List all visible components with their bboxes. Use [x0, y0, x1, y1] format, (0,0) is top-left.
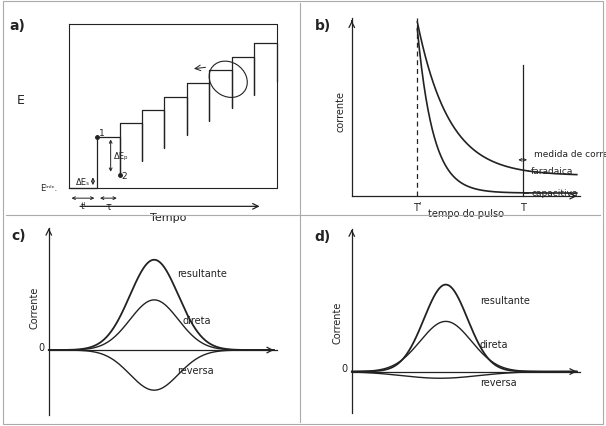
Text: reversa: reversa [177, 365, 213, 375]
Text: d): d) [315, 230, 331, 244]
Text: 2: 2 [121, 171, 127, 180]
Text: direta: direta [182, 315, 211, 325]
Text: E: E [16, 94, 24, 107]
Text: tᴵ: tᴵ [81, 202, 85, 211]
Text: T: T [520, 203, 525, 213]
Text: corrente: corrente [335, 90, 345, 131]
Text: Potencial: Potencial [139, 425, 187, 426]
Text: 0: 0 [38, 343, 44, 352]
Text: faradaica: faradaica [531, 166, 574, 175]
Text: resultante: resultante [480, 296, 530, 305]
Text: Corrente: Corrente [30, 286, 39, 328]
Text: ΔEₛ: ΔEₛ [76, 177, 90, 186]
Text: b): b) [315, 19, 331, 33]
Text: capacitiva: capacitiva [531, 189, 578, 198]
Text: Tʹ: Tʹ [413, 203, 422, 213]
Text: direta: direta [480, 339, 508, 349]
Text: Tempo: Tempo [150, 213, 187, 223]
Text: c): c) [12, 229, 27, 243]
Text: Corrente: Corrente [333, 300, 342, 343]
Text: ΔEₚ: ΔEₚ [113, 152, 128, 161]
Text: 1: 1 [99, 128, 104, 137]
Text: τ: τ [105, 202, 112, 212]
Text: resultante: resultante [177, 269, 227, 279]
Text: reversa: reversa [480, 377, 516, 387]
Text: a): a) [9, 19, 25, 33]
Text: 0: 0 [341, 363, 347, 373]
Text: Eᴵⁿᴵᶜ.: Eᴵⁿᴵᶜ. [40, 184, 58, 193]
Text: medida de corrente: medida de corrente [534, 150, 606, 159]
Text: tempo do pulso: tempo do pulso [428, 209, 504, 219]
